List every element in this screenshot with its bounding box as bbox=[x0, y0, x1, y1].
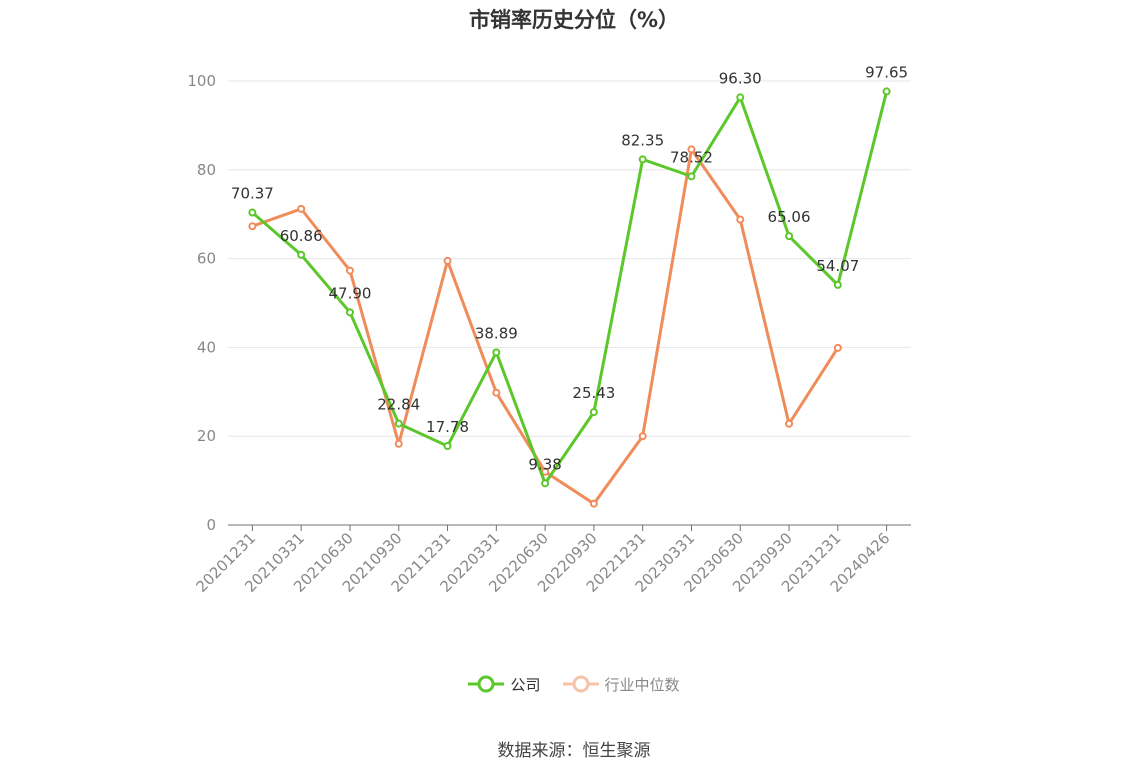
data-point bbox=[687, 172, 696, 181]
legend-label-company: 公司 bbox=[510, 675, 541, 694]
data-point bbox=[638, 432, 647, 441]
data-label: 70.37 bbox=[231, 185, 274, 203]
data-point bbox=[297, 250, 306, 259]
chart-title: 市销率历史分位（%） bbox=[468, 8, 680, 32]
data-point bbox=[833, 343, 842, 352]
data-point bbox=[443, 442, 452, 451]
data-point bbox=[443, 256, 452, 265]
source-note: 数据来源：恒生聚源 bbox=[497, 741, 651, 761]
series-industry-median bbox=[248, 145, 842, 508]
data-label: 9.38 bbox=[528, 455, 561, 473]
data-point bbox=[589, 408, 598, 417]
data-label: 38.89 bbox=[475, 324, 518, 342]
data-point bbox=[394, 419, 403, 428]
data-point bbox=[394, 439, 403, 448]
data-point bbox=[785, 419, 794, 428]
series-line bbox=[251, 147, 840, 506]
grid-lines bbox=[228, 80, 911, 437]
y-tick-label: 60 bbox=[197, 250, 216, 268]
data-labels: 70.37 60.86 47.90 22.84 17.78 38.89 9.38 25.43 8… bbox=[231, 63, 908, 473]
axes: 0204060801002020123120210331202106302021… bbox=[187, 72, 911, 596]
legend-item-company[interactable]: 公司 bbox=[468, 672, 541, 696]
data-label: 60.86 bbox=[280, 227, 323, 245]
data-point bbox=[492, 348, 501, 357]
data-point bbox=[248, 222, 257, 231]
data-point bbox=[736, 215, 745, 224]
data-point bbox=[687, 145, 696, 154]
data-point bbox=[492, 388, 501, 397]
legend-item-industry-median[interactable]: 行业中位数 bbox=[562, 672, 680, 696]
legend-swatch-company bbox=[468, 675, 505, 693]
series-company bbox=[248, 87, 891, 488]
series-lines bbox=[248, 87, 891, 508]
y-tick-label: 40 bbox=[197, 338, 216, 356]
data-point bbox=[248, 208, 257, 217]
y-tick-label: 100 bbox=[187, 72, 216, 90]
data-point bbox=[345, 308, 354, 317]
data-point bbox=[345, 266, 354, 275]
y-tick-label: 80 bbox=[197, 161, 216, 179]
data-point bbox=[833, 280, 842, 289]
data-label: 65.06 bbox=[768, 208, 811, 226]
data-point bbox=[785, 232, 794, 241]
series-line bbox=[251, 91, 889, 485]
data-label: 78.52 bbox=[670, 148, 713, 166]
data-label: 96.30 bbox=[719, 69, 762, 87]
data-label: 82.35 bbox=[621, 131, 664, 149]
data-point bbox=[541, 479, 550, 488]
data-label: 54.07 bbox=[816, 257, 859, 275]
data-point bbox=[882, 87, 891, 96]
data-label: 25.43 bbox=[572, 384, 615, 402]
data-label: 47.90 bbox=[328, 284, 371, 302]
data-label: 17.78 bbox=[426, 418, 469, 436]
legend-swatch-industry-median bbox=[562, 675, 599, 693]
y-tick-label: 0 bbox=[206, 516, 216, 534]
legend: 公司 行业中位数 bbox=[0, 672, 1148, 696]
legend-label-industry-median: 行业中位数 bbox=[604, 675, 680, 694]
data-point bbox=[589, 499, 598, 508]
data-label: 97.65 bbox=[865, 63, 908, 81]
data-point bbox=[736, 93, 745, 102]
data-label: 22.84 bbox=[377, 396, 420, 414]
data-point bbox=[638, 155, 647, 164]
data-point bbox=[297, 204, 306, 213]
y-tick-label: 20 bbox=[197, 427, 216, 445]
